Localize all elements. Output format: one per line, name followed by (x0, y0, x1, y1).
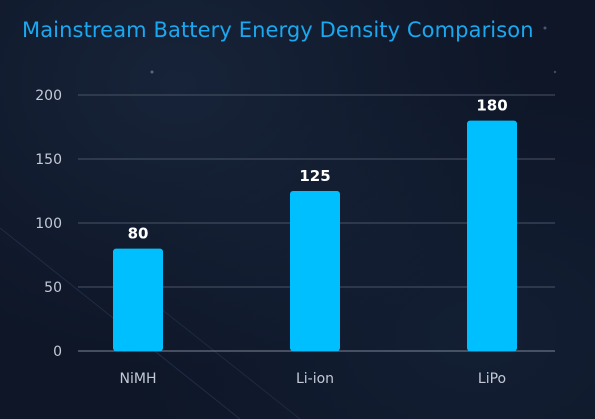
chart-title: Mainstream Battery Energy Density Compar… (22, 18, 534, 42)
bar-li-ion (290, 191, 340, 351)
data-labels: 80 125 180 (128, 97, 508, 243)
y-tick-label: 100 (35, 216, 62, 232)
x-tick-label: Li-ion (296, 371, 334, 387)
data-label: 180 (476, 97, 507, 115)
bars (113, 120, 517, 351)
y-tick-label: 150 (35, 152, 62, 168)
x-tick-label: LiPo (478, 371, 506, 387)
y-tick-label: 0 (53, 344, 62, 360)
y-axis: 0 50 100 150 200 (35, 88, 62, 360)
x-tick-label: NiMH (120, 371, 157, 387)
data-label: 125 (299, 167, 330, 185)
decor-glint (543, 26, 547, 30)
y-tick-label: 50 (44, 280, 62, 296)
y-tick-label: 200 (35, 88, 62, 104)
decor-glint (150, 70, 154, 74)
decor-line (149, 299, 301, 419)
bar-lipo (467, 120, 517, 351)
x-axis: NiMH Li-ion LiPo (120, 371, 507, 387)
decor-glint (553, 70, 557, 74)
data-label: 80 (128, 225, 149, 243)
bar-nimh (113, 248, 163, 351)
